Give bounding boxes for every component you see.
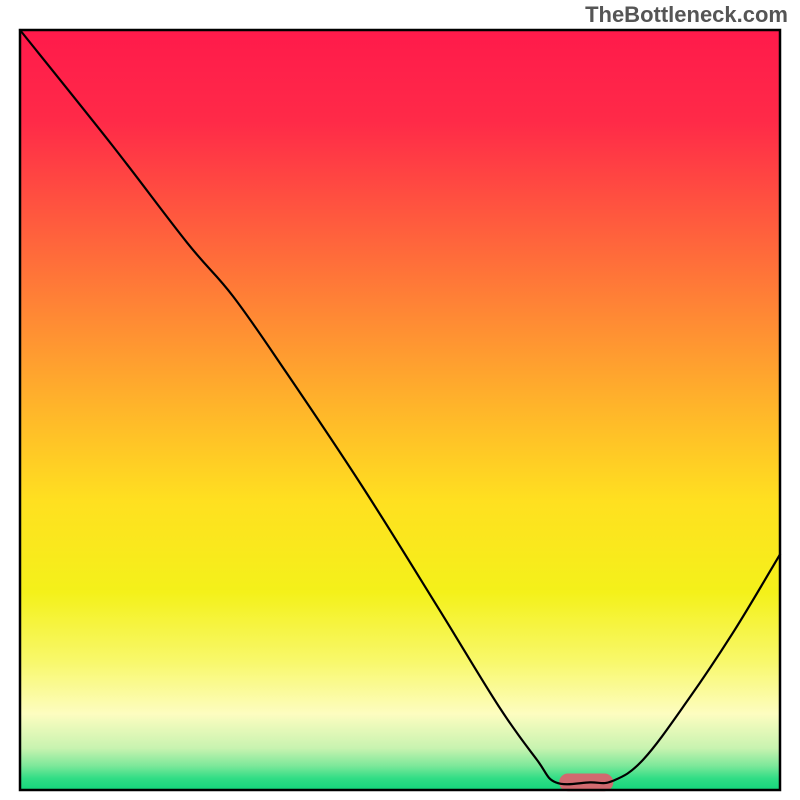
chart-canvas bbox=[0, 0, 800, 800]
watermark-text: TheBottleneck.com bbox=[585, 2, 788, 28]
bottleneck-chart: TheBottleneck.com bbox=[0, 0, 800, 800]
plot-background bbox=[20, 30, 780, 790]
